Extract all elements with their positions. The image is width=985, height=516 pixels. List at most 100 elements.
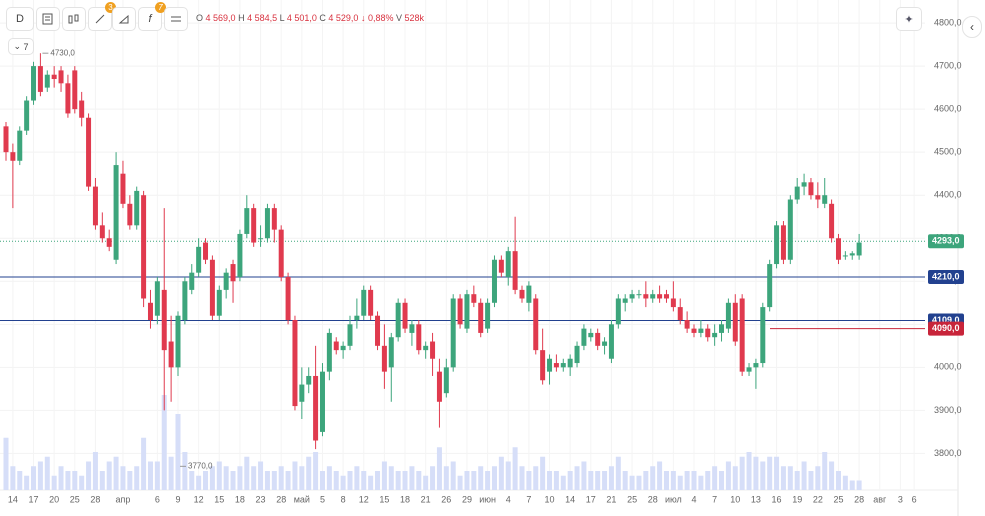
volume-bar <box>485 471 491 490</box>
chart-type-button[interactable] <box>62 7 86 31</box>
candle-body <box>388 337 394 368</box>
candle-body <box>340 345 346 351</box>
volume-bar <box>113 456 119 490</box>
volume-bar <box>37 461 43 490</box>
candle-body <box>44 74 50 88</box>
candle-body <box>271 208 277 230</box>
value: 4 569,0 <box>205 13 236 23</box>
value: 4 501,0 <box>286 13 317 23</box>
candle-body <box>313 375 319 441</box>
x-tick-label: 15 <box>379 494 389 504</box>
volume-bar <box>17 471 23 490</box>
volume-bar <box>622 471 628 490</box>
candle-body <box>553 363 559 368</box>
x-tick-label: июн <box>479 494 496 504</box>
value: 4 529,0 <box>328 13 359 23</box>
volume-bar <box>588 471 594 490</box>
candle-body <box>739 298 745 372</box>
candle-body <box>684 320 690 329</box>
volume-bar <box>354 466 360 490</box>
volume-bar <box>361 471 367 490</box>
candle-body <box>629 294 635 299</box>
candle-body <box>808 182 814 196</box>
volume-bar <box>725 461 731 490</box>
x-tick-label: 22 <box>813 494 823 504</box>
volume-bar <box>416 471 422 490</box>
x-tick-label: 19 <box>792 494 802 504</box>
candle-body <box>319 371 325 432</box>
volume-bar <box>505 461 511 490</box>
volume-bar <box>423 475 429 490</box>
volume-bar <box>822 452 828 490</box>
volume-bar <box>333 471 339 490</box>
candle-body <box>471 294 477 303</box>
candle-body <box>574 345 580 364</box>
x-tick-label: 25 <box>833 494 843 504</box>
candle-body <box>794 186 800 200</box>
candle-body <box>498 259 504 273</box>
volume-bar <box>127 471 133 490</box>
volume-bar <box>168 456 174 490</box>
candle-body <box>643 294 649 299</box>
x-tick-label: 14 <box>8 494 18 504</box>
volume-bar <box>581 461 587 490</box>
candle-body <box>677 307 683 321</box>
candle-body <box>719 324 725 333</box>
volume-bar <box>326 466 332 490</box>
candle-body <box>767 264 773 308</box>
candle-body <box>485 302 491 329</box>
collapse-button[interactable]: ‹ <box>962 16 982 38</box>
x-tick-label: авг <box>873 494 887 504</box>
candle-body <box>608 324 614 359</box>
x-tick-label: 16 <box>772 494 782 504</box>
label: C <box>319 13 326 23</box>
volume-bar <box>643 471 649 490</box>
badge: 3 <box>105 2 116 13</box>
ai-button[interactable]: ✦ <box>896 7 922 31</box>
volume-bar <box>271 471 277 490</box>
candle-body <box>663 294 669 299</box>
candle-body <box>588 332 594 338</box>
volume-bar <box>856 480 862 490</box>
candle-body <box>636 294 642 296</box>
volume-bar <box>815 466 821 490</box>
volume-bar <box>450 461 456 490</box>
x-tick-label: 20 <box>49 494 59 504</box>
x-tick-label: июл <box>665 494 682 504</box>
candle-body <box>86 117 92 187</box>
x-tick-label: 7 <box>526 494 531 504</box>
volume-bar <box>347 471 353 490</box>
x-tick-label: 15 <box>214 494 224 504</box>
candle-body <box>512 251 518 290</box>
x-tick-label: 14 <box>565 494 575 504</box>
volume-bar <box>595 471 601 490</box>
volume-bar <box>498 456 504 490</box>
indicators-toggle[interactable]: ⌄ 7 <box>8 38 34 55</box>
candle-body <box>306 375 312 385</box>
candle-body <box>430 341 436 359</box>
price-tag <box>928 321 964 336</box>
volume-bar <box>368 475 374 490</box>
x-tick-label: 7 <box>712 494 717 504</box>
volume-bar <box>471 471 477 490</box>
volume-bar <box>209 466 215 490</box>
volume-bar <box>203 471 209 490</box>
candle-body <box>79 100 85 118</box>
compare-button[interactable] <box>164 7 188 31</box>
candle-body <box>746 367 752 372</box>
template-button[interactable] <box>36 7 60 31</box>
candle-body <box>196 246 202 273</box>
drawing-button[interactable]: 3 <box>88 2 116 31</box>
candle-body <box>203 242 209 260</box>
candle-body <box>822 195 828 204</box>
x-tick-label: 26 <box>441 494 451 504</box>
candle-body <box>423 345 429 351</box>
timeframe-button[interactable]: D <box>6 7 34 31</box>
candle-body <box>182 281 188 321</box>
candle-body <box>402 302 408 329</box>
volume-bar <box>719 471 725 490</box>
x-tick-label: 6 <box>155 494 160 504</box>
ruler-button[interactable] <box>112 7 136 31</box>
